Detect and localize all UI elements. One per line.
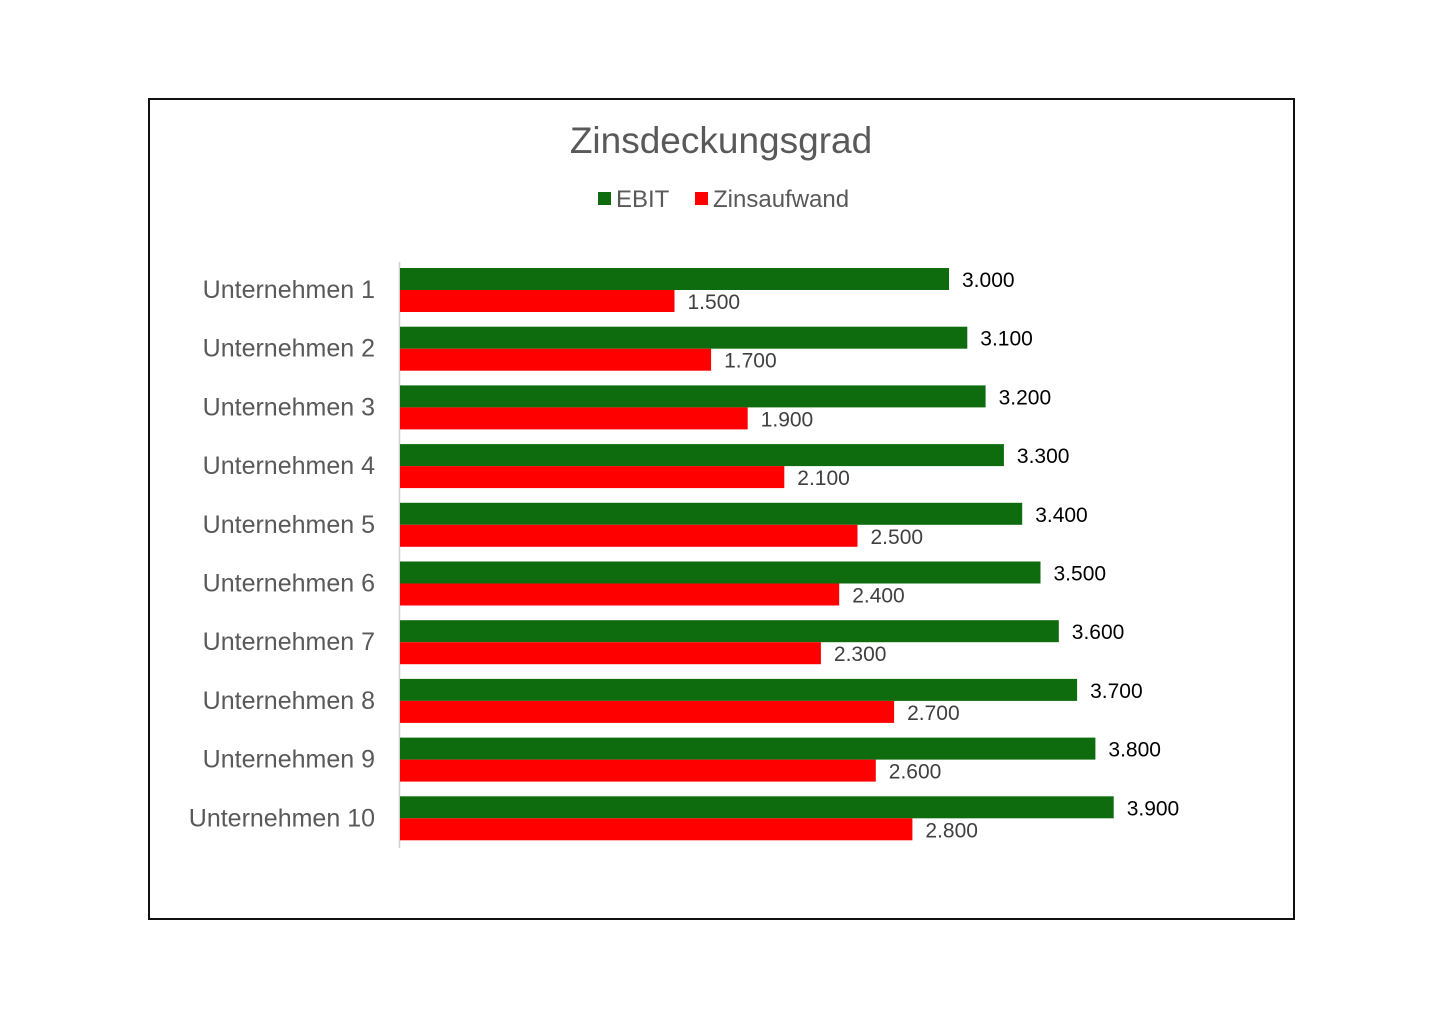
ebit-bar xyxy=(400,620,1059,643)
category-label: Unternehmen 10 xyxy=(189,804,375,832)
category-label: Unternehmen 4 xyxy=(203,452,375,480)
legend-swatch-1 xyxy=(598,192,611,205)
zinsaufwand-bar xyxy=(400,642,821,665)
zinsaufwand-data-label: 2.700 xyxy=(907,702,960,725)
ebit-data-label: 3.600 xyxy=(1072,621,1125,644)
zinsaufwand-data-label: 1.700 xyxy=(724,350,777,373)
zinsaufwand-bar xyxy=(400,407,748,430)
ebit-data-label: 3.500 xyxy=(1054,563,1107,586)
legend-label-2: Zinsaufwand xyxy=(713,186,849,213)
category-label: Unternehmen 6 xyxy=(203,570,375,598)
ebit-bar xyxy=(400,385,986,408)
ebit-bar xyxy=(400,268,949,290)
legend-swatch-2 xyxy=(695,192,708,205)
zinsaufwand-data-label: 2.800 xyxy=(925,819,978,842)
zinsaufwand-bar xyxy=(400,466,785,489)
ebit-data-label: 3.200 xyxy=(999,386,1052,409)
bars: 3.000 1.500 3.100 1.700 3.200 1.900 3.300 2.100… xyxy=(400,268,1179,842)
ebit-data-label: 3.900 xyxy=(1127,797,1180,820)
ebit-data-label: 3.700 xyxy=(1090,680,1143,703)
zinsaufwand-data-label: 2.100 xyxy=(797,467,850,490)
legend-label-1: EBIT xyxy=(616,186,670,213)
ebit-bar xyxy=(400,326,968,349)
category-label: Unternehmen 7 xyxy=(203,628,375,656)
zinsaufwand-bar xyxy=(400,759,876,782)
ebit-bar xyxy=(400,796,1114,819)
ebit-bar xyxy=(400,444,1004,467)
zinsaufwand-bar xyxy=(400,524,858,547)
zinsaufwand-bar xyxy=(400,818,913,841)
chart-title: Zinsdeckungsgrad xyxy=(570,120,872,161)
y-axis: Unternehmen 1 Unternehmen 2 Unternehmen 3 U… xyxy=(189,262,401,848)
legend: EBIT Zinsaufwand xyxy=(598,186,849,213)
ebit-bar xyxy=(400,737,1096,760)
ebit-bar xyxy=(400,561,1041,584)
zinsaufwand-data-label: 2.600 xyxy=(889,761,942,784)
zinsaufwand-data-label: 1.900 xyxy=(761,408,814,431)
ebit-data-label: 3.300 xyxy=(1017,445,1070,468)
category-label: Unternehmen 5 xyxy=(203,511,375,539)
ebit-data-label: 3.100 xyxy=(980,328,1033,351)
zinsaufwand-bar xyxy=(400,348,712,371)
category-label: Unternehmen 9 xyxy=(203,746,375,774)
category-label: Unternehmen 8 xyxy=(203,687,375,715)
zinsaufwand-data-label: 2.500 xyxy=(871,526,924,549)
zinsaufwand-data-label: 1.500 xyxy=(688,291,741,314)
zinsaufwand-data-label: 2.300 xyxy=(834,643,887,666)
category-label: Unternehmen 2 xyxy=(203,335,375,363)
category-label: Unternehmen 3 xyxy=(203,393,375,421)
category-label: Unternehmen 1 xyxy=(203,276,375,304)
zinsaufwand-bar xyxy=(400,290,675,312)
ebit-data-label: 3.800 xyxy=(1108,739,1161,762)
ebit-bar xyxy=(400,678,1078,701)
zinsaufwand-data-label: 2.400 xyxy=(852,585,905,608)
zinsaufwand-bar xyxy=(400,700,895,723)
ebit-data-label: 3.000 xyxy=(962,269,1015,292)
ebit-bar xyxy=(400,502,1023,525)
ebit-data-label: 3.400 xyxy=(1035,504,1088,527)
zinsaufwand-bar xyxy=(400,583,840,606)
